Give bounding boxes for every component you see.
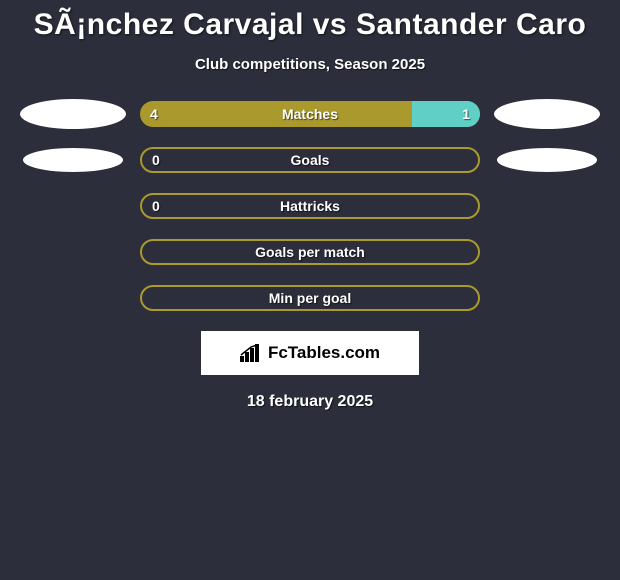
stat-label: Goals per match <box>255 244 365 260</box>
stat-label: Hattricks <box>280 198 340 214</box>
chart-icon <box>240 344 262 362</box>
player-marker-left <box>23 148 123 172</box>
stat-label: Goals <box>291 152 330 168</box>
page-title: SÃ¡nchez Carvajal vs Santander Caro <box>0 8 620 42</box>
stat-row: Hattricks 0 <box>0 193 620 219</box>
logo-badge: FcTables.com <box>201 331 419 375</box>
left-marker-slot <box>20 148 126 172</box>
stat-value-right: 1 <box>462 106 470 122</box>
stat-row: Matches 4 1 <box>0 101 620 127</box>
date-text: 18 february 2025 <box>0 393 620 411</box>
player-marker-right <box>494 99 600 129</box>
stat-label: Min per goal <box>269 290 351 306</box>
stat-bar: Goals per match <box>140 239 480 265</box>
right-marker-slot <box>494 99 600 129</box>
left-marker-slot <box>20 99 126 129</box>
stat-row: Min per goal <box>0 285 620 311</box>
stat-row: Goals per match <box>0 239 620 265</box>
stat-bar: Hattricks 0 <box>140 193 480 219</box>
stat-label: Matches <box>282 106 338 122</box>
stat-value-left: 4 <box>150 106 158 122</box>
logo-text: FcTables.com <box>268 343 380 363</box>
stat-bar: Min per goal <box>140 285 480 311</box>
stat-bar: Goals 0 <box>140 147 480 173</box>
player-marker-left <box>20 99 126 129</box>
stat-value-left: 0 <box>152 198 160 214</box>
stat-row: Goals 0 <box>0 147 620 173</box>
stat-bar: Matches 4 1 <box>140 101 480 127</box>
subtitle: Club competitions, Season 2025 <box>0 56 620 73</box>
player-marker-right <box>497 148 597 172</box>
stat-value-left: 0 <box>152 152 160 168</box>
right-marker-slot <box>494 148 600 172</box>
comparison-infographic: SÃ¡nchez Carvajal vs Santander Caro Club… <box>0 0 620 411</box>
stat-rows: Matches 4 1 Goals 0 Hattricks 0 Goals per match… <box>0 101 620 311</box>
